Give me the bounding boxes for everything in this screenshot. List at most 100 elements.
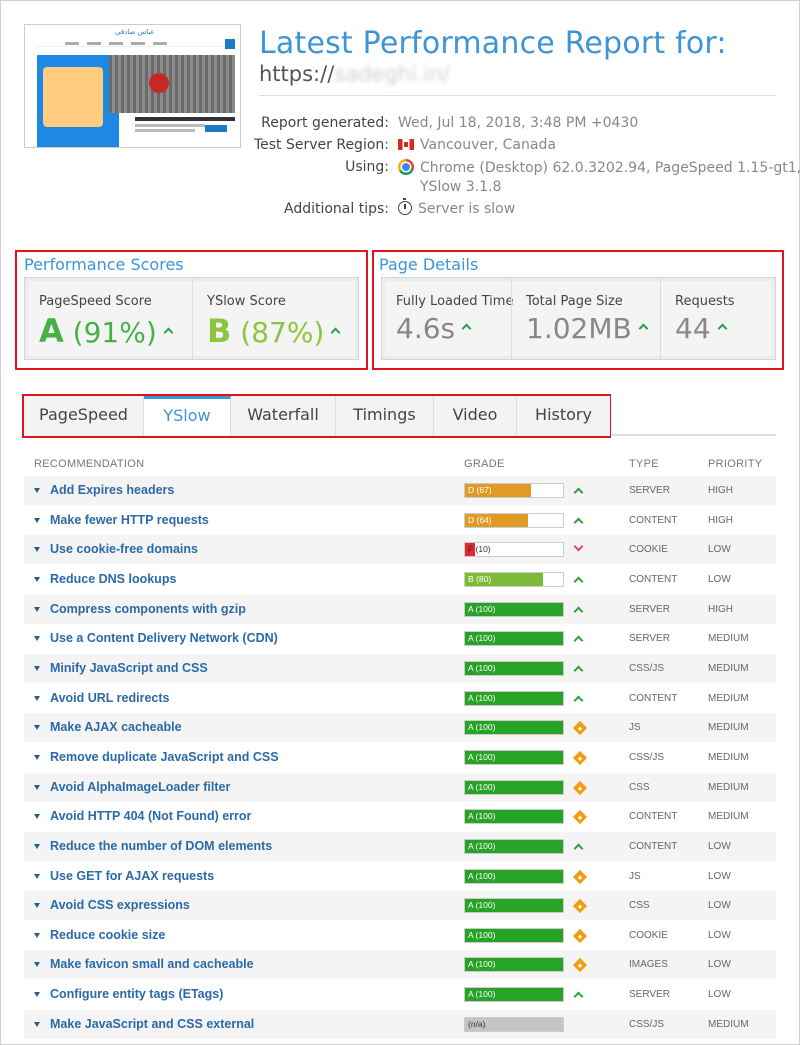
pagespeed-score-label: PageSpeed Score [39,294,152,309]
table-row[interactable]: Avoid HTTP 404 (Not Found) error A (100) C… [24,802,776,831]
expand-caret-icon[interactable] [34,517,40,523]
expand-caret-icon[interactable] [34,636,40,642]
recommendation-name[interactable]: Configure entity tags (ETags) [50,987,224,1001]
grade-bar-fill [465,958,563,972]
header-divider [259,95,776,96]
recommendation-name[interactable]: Make JavaScript and CSS external [50,1016,255,1031]
expand-caret-icon[interactable] [34,903,40,909]
recommendation-name[interactable]: Avoid HTTP 404 (Not Found) error [50,809,252,824]
tab-timings[interactable]: Timings [336,396,434,436]
tab-history[interactable]: History [535,405,592,424]
table-row[interactable]: Remove duplicate JavaScript and CSS A (10… [24,743,776,772]
recommendation-type: IMAGES [629,959,668,971]
tab-waterfall[interactable]: Waterfall [231,396,336,436]
recommendation-name[interactable]: Minify JavaScript and CSS [50,660,208,675]
thumbnail-hero-image [109,55,235,113]
table-row[interactable]: Use GET for AJAX requests A (100) JS LOW [24,862,776,891]
expand-caret-icon[interactable] [34,932,40,938]
expand-caret-icon[interactable] [34,873,40,879]
thumbnail-text-line [135,124,205,127]
expand-caret-icon[interactable] [34,488,40,493]
expand-caret-icon[interactable] [34,725,40,731]
table-row[interactable]: Make AJAX cacheable A (100) JS MEDIUM [24,713,776,743]
trend-up-icon [573,576,584,587]
col-header-grade[interactable]: GRADE [464,458,505,470]
expand-caret-icon[interactable] [34,547,40,553]
grade-label: A (100) [468,929,496,940]
table-row[interactable]: Minify JavaScript and CSS A (100) CSS/JS ME… [24,653,776,683]
recommendation-name[interactable]: Remove duplicate JavaScript and CSS [50,749,279,764]
col-header-recommendation[interactable]: RECOMMENDATION [34,458,145,470]
recommendation-name[interactable]: Add Expires headers [50,483,175,497]
grade-label: A (100) [468,751,496,762]
requests-label: Requests [675,294,735,309]
meta-value-using-2: YSlow 3.1.8 [420,179,502,195]
recommendation-name[interactable]: Make favicon small and cacheable [50,957,254,972]
expand-caret-icon[interactable] [34,1021,40,1027]
trend-up-icon [573,487,584,498]
recommendation-name[interactable]: Use GET for AJAX requests [50,868,215,883]
grade-bar: A (100) [464,898,564,914]
expand-caret-icon[interactable] [34,665,40,671]
expand-caret-icon[interactable] [34,992,40,997]
requests-value: 44 [675,312,711,345]
recommendation-name[interactable]: Reduce the number of DOM elements [50,838,273,853]
table-row[interactable]: Add Expires headers D (67) SERVER HIGH [24,476,776,505]
col-header-priority[interactable]: PRIORITY [708,458,763,470]
expand-caret-icon[interactable] [34,695,40,701]
recommendation-name[interactable]: Avoid URL redirects [50,690,170,705]
grade-bar-fill [465,899,563,913]
table-row[interactable]: Make favicon small and cacheable A (100) I… [24,950,776,980]
recommendation-name[interactable]: Compress components with gzip [50,601,246,616]
pagespeed-score-cell[interactable]: PageSpeed Score A (91%) [25,278,192,359]
report-url[interactable]: https://sadeghi.in/ [259,62,450,86]
page-size-wrap: 1.02MB [526,312,649,345]
expand-caret-icon[interactable] [34,577,40,582]
recommendation-priority: LOW [708,959,731,971]
recommendation-name[interactable]: Make AJAX cacheable [50,720,182,735]
recommendation-priority: MEDIUM [708,1018,749,1030]
recommendation-name[interactable]: Make fewer HTTP requests [50,512,209,527]
table-row[interactable]: Avoid CSS expressions A (100) CSS LOW [24,891,776,921]
table-row[interactable]: Use cookie-free domains F (10) COOKIE LOW [24,535,776,565]
table-row[interactable]: Reduce the number of DOM elements A (100)… [24,831,776,861]
trend-up-icon [573,606,584,617]
table-row[interactable]: Reduce DNS lookups B (80) CONTENT LOW [24,565,776,594]
tab-video[interactable]: Video [434,396,517,436]
expand-caret-icon[interactable] [34,814,40,820]
table-row[interactable]: Make JavaScript and CSS external (n/a) CSS… [24,1009,776,1039]
yslow-score-cell[interactable]: YSlow Score B (87%) [192,278,360,359]
meta-value-tips-wrap[interactable]: Server is slow [398,198,515,217]
grade-label: D (67) [468,485,492,495]
table-row[interactable]: Compress components with gzip A (100) SERV… [24,594,776,624]
recommendation-name[interactable]: Use cookie-free domains [50,542,198,557]
recommendation-name[interactable]: Avoid AlphaImageLoader filter [50,779,231,794]
recommendation-name[interactable]: Reduce cookie size [50,927,166,942]
col-header-type[interactable]: TYPE [629,458,659,470]
recommendation-name[interactable]: Avoid CSS expressions [50,898,190,913]
table-row[interactable]: Use a Content Delivery Network (CDN) A (1… [24,624,776,653]
recommendation-name[interactable]: Use a Content Delivery Network (CDN) [50,631,278,646]
trend-unchanged-icon [572,750,588,765]
trend-up-icon [573,695,584,705]
table-row[interactable]: Make fewer HTTP requests D (64) CONTENT HIG… [24,506,776,535]
url-masked: sadeghi.in/ [334,62,450,86]
tab-yslow[interactable]: YSlow [144,396,231,436]
expand-caret-icon[interactable] [34,754,40,760]
table-row[interactable]: Configure entity tags (ETags) A (100) SERV… [24,980,776,1009]
expand-caret-icon[interactable] [34,784,40,790]
recommendation-name[interactable]: Reduce DNS lookups [50,572,177,586]
tab-pagespeed[interactable]: PageSpeed [24,396,144,436]
meta-value-region: Vancouver, Canada [420,137,556,153]
trend-unchanged-icon [572,780,588,795]
recommendation-type: CONTENT [629,811,678,823]
expand-caret-icon[interactable] [34,962,40,968]
site-thumbnail[interactable]: عباس صادقی [24,24,241,148]
expand-caret-icon[interactable] [34,843,40,849]
table-row[interactable]: Avoid URL redirects A (100) CONTENT MEDIUM [24,684,776,713]
table-row[interactable]: Avoid AlphaImageLoader filter A (100) CSS M… [24,772,776,802]
expand-caret-icon[interactable] [34,606,40,612]
grade-bar-fill [465,543,475,557]
table-row[interactable]: Reduce cookie size A (100) COOKIE LOW [24,921,776,950]
grade-bar-fill [465,573,544,586]
